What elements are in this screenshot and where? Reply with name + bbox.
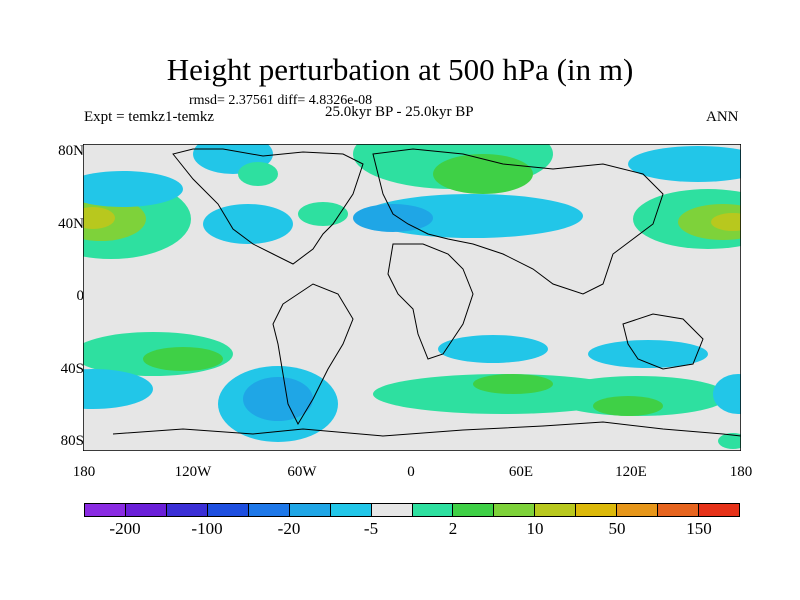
contour-map	[83, 144, 741, 451]
experiment-label: Expt = temkz1-temkz	[84, 109, 215, 125]
season-label: ANN	[706, 109, 739, 125]
colorbar-swatch	[125, 504, 167, 516]
lon-tick-0: 0	[407, 464, 415, 480]
colorbar-label: 2	[448, 519, 458, 538]
colorbar-label: 50	[608, 519, 626, 538]
colorbar-swatch	[330, 504, 372, 516]
lat-tick-80n: 80N	[58, 143, 84, 159]
lon-tick-180w: 180	[72, 464, 96, 480]
lon-tick-180e: 180	[729, 464, 753, 480]
contour-fills	[83, 144, 741, 449]
lat-tick-40n: 40N	[58, 216, 84, 232]
colorbar-swatch	[166, 504, 208, 516]
colorbar-label: 150	[686, 519, 712, 538]
colorbar-swatch	[453, 504, 495, 516]
colorbar-label: -200	[109, 519, 141, 538]
map-title: Height perturbation at 500 hPa (in m)	[166, 52, 634, 87]
colorbar-swatch	[371, 504, 413, 516]
colorbar-swatch	[494, 504, 536, 516]
period-label: 25.0kyr BP - 25.0kyr BP	[325, 104, 474, 120]
colorbar-swatch	[289, 504, 331, 516]
colorbar-swatch	[412, 504, 454, 516]
colorbar-swatch	[617, 504, 659, 516]
colorbar-swatch	[576, 504, 618, 516]
colorbar-swatch	[248, 504, 290, 516]
colorbar-swatch	[85, 504, 126, 516]
lon-tick-120w: 120W	[174, 464, 212, 480]
colorbar-label: -5	[363, 519, 379, 538]
lon-tick-60e: 60E	[508, 464, 534, 480]
colorbar	[84, 503, 740, 517]
lon-tick-60w: 60W	[287, 464, 317, 480]
colorbar-swatch	[699, 504, 739, 516]
lat-tick-40s: 40S	[60, 361, 84, 377]
rmsd-stats: rmsd= 2.37561 diff= 4.8326e-08	[189, 93, 373, 108]
coastlines	[112, 148, 741, 437]
colorbar-swatch	[658, 504, 700, 516]
colorbar-swatch	[207, 504, 249, 516]
lat-tick-0: 0	[76, 288, 85, 304]
colorbar-swatch	[535, 504, 577, 516]
lat-tick-80s: 80S	[60, 433, 84, 449]
colorbar-label: -100	[191, 519, 223, 538]
colorbar-label: 10	[526, 519, 544, 538]
colorbar-label: -20	[277, 519, 301, 538]
lon-tick-120e: 120E	[615, 464, 647, 480]
